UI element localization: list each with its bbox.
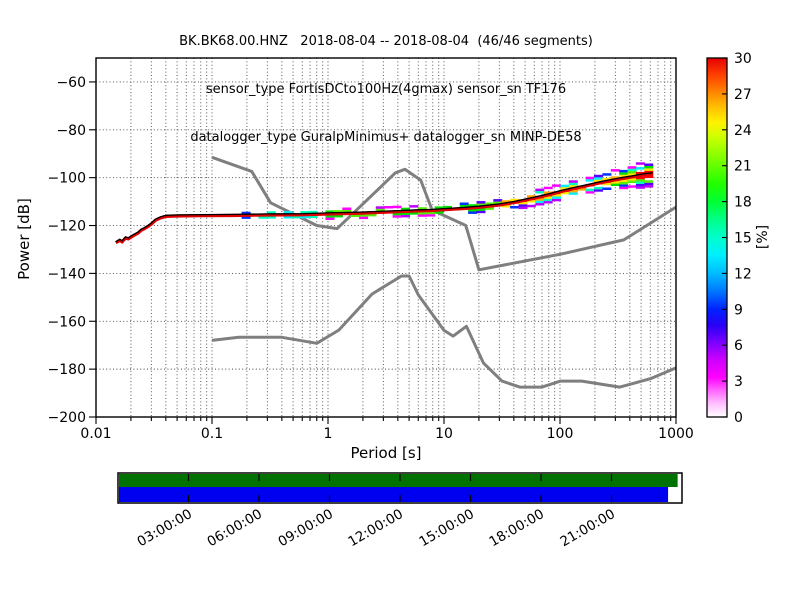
plot-axes: 0.01 0.1 1 10 100 1000 −60 −80 −100 −120 −140 −160 −… xyxy=(48,57,694,442)
colorbar-tick-label: 18 xyxy=(734,195,752,211)
colorbar-tick-label: 27 xyxy=(734,87,752,103)
x-tick-label: 0.1 xyxy=(201,426,223,442)
y-tick-label: −200 xyxy=(48,410,86,426)
colorbar-tick-label: 6 xyxy=(734,338,743,354)
timeline-green-coverage xyxy=(119,474,678,487)
y-axis-label: Power [dB] xyxy=(15,198,33,280)
noise-model-curves xyxy=(211,155,677,389)
x-tick-label: 10 xyxy=(435,426,453,442)
psd-mode-line-red xyxy=(114,172,653,245)
colorbar-tick-label: 12 xyxy=(734,266,752,282)
figure-subtitle-sensor: sensor_type FortisDCto100Hz(4gmax) senso… xyxy=(205,82,567,97)
psd-mode-line-black xyxy=(115,172,653,243)
y-tick-label: −140 xyxy=(48,266,86,282)
timeline-blue-coverage xyxy=(119,487,669,502)
x-tick-label: 1 xyxy=(324,426,333,442)
colorbar-tick-label: 30 xyxy=(734,51,752,67)
colorbar-tick-label: 0 xyxy=(734,410,743,426)
y-tick-label: −100 xyxy=(48,171,86,187)
x-axis-label: Period [s] xyxy=(350,444,422,462)
y-tick-label: −80 xyxy=(56,123,86,139)
y-tick-label: −60 xyxy=(56,75,86,91)
y-tick-label: −180 xyxy=(48,362,86,378)
colorbar-label: [%] xyxy=(755,224,771,250)
colorbar-tick-label: 15 xyxy=(734,231,752,247)
y-tick-label: −120 xyxy=(48,219,86,235)
x-tick-label: 100 xyxy=(547,426,574,442)
colorbar-tick-label: 21 xyxy=(734,159,752,175)
x-tick-label: 0.01 xyxy=(80,426,111,442)
timeline-bar xyxy=(117,472,683,504)
colorbar-tick-label: 24 xyxy=(734,123,752,139)
colorbar-tick-label: 9 xyxy=(734,302,743,318)
nlnm-curve xyxy=(211,274,677,389)
colorbar-tick-label: 3 xyxy=(734,374,743,390)
figure-title: BK.BK68.00.HNZ 2018-08-04 -- 2018-08-04 … xyxy=(179,34,593,49)
nhnm-curve xyxy=(211,155,677,272)
x-tick-label: 1000 xyxy=(658,426,694,442)
plot-grid xyxy=(96,58,676,417)
y-tick-label: −160 xyxy=(48,314,86,330)
psd-mode-lines xyxy=(114,172,653,245)
